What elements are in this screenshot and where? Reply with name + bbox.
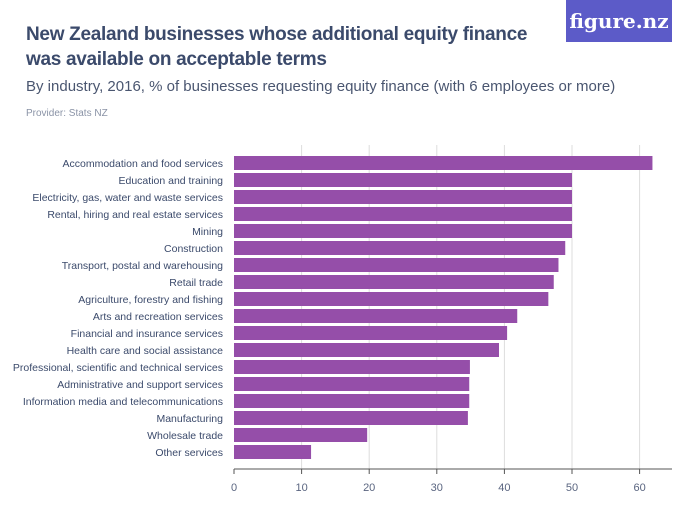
bar	[234, 224, 572, 238]
x-tick-label: 0	[231, 482, 237, 494]
bar	[234, 207, 572, 221]
bar	[234, 445, 312, 459]
bar	[234, 326, 508, 340]
category-label: Electricity, gas, water and waste servic…	[32, 192, 223, 204]
category-label: Agriculture, forestry and fishing	[78, 294, 223, 306]
category-label: Administrative and support services	[57, 379, 223, 391]
x-tick-label: 60	[633, 482, 645, 494]
x-tick-label: 50	[566, 482, 578, 494]
bar	[234, 292, 549, 306]
bar	[234, 377, 470, 391]
category-label: Wholesale trade	[147, 430, 223, 442]
bar	[234, 394, 470, 408]
category-label: Health care and social assistance	[67, 345, 224, 357]
x-tick-label: 10	[295, 482, 307, 494]
bar	[234, 360, 470, 374]
bar	[234, 190, 572, 204]
bar	[234, 411, 468, 425]
category-label: Rental, hiring and real estate services	[47, 209, 223, 221]
category-label: Professional, scientific and technical s…	[13, 362, 223, 374]
category-label: Transport, postal and warehousing	[62, 260, 223, 272]
category-label: Education and training	[119, 175, 224, 187]
provider-label: Provider: Stats NZ	[26, 108, 108, 119]
category-label: Information media and telecommunications	[23, 396, 223, 408]
category-label: Retail trade	[169, 277, 223, 289]
category-label: Arts and recreation services	[93, 311, 223, 323]
category-label: Construction	[164, 243, 223, 255]
bar	[234, 275, 554, 289]
category-label: Manufacturing	[156, 413, 223, 425]
bar	[234, 309, 518, 323]
figure-nz-logo[interactable]: figure.nz	[566, 0, 672, 42]
category-label: Financial and insurance services	[71, 328, 223, 340]
x-tick-label: 20	[363, 482, 375, 494]
bar	[234, 343, 499, 357]
bar	[234, 428, 368, 442]
x-tick-label: 30	[431, 482, 443, 494]
chart-title: New Zealand businesses whose additional …	[26, 24, 528, 70]
chart-subtitle: By industry, 2016, % of businesses reque…	[26, 78, 616, 95]
category-label: Accommodation and food services	[63, 158, 224, 170]
bar	[234, 241, 566, 255]
bar	[234, 173, 572, 187]
category-label: Mining	[192, 226, 223, 238]
x-tick-label: 40	[498, 482, 510, 494]
category-label: Other services	[155, 447, 223, 459]
bar	[234, 156, 653, 170]
bar	[234, 258, 559, 272]
